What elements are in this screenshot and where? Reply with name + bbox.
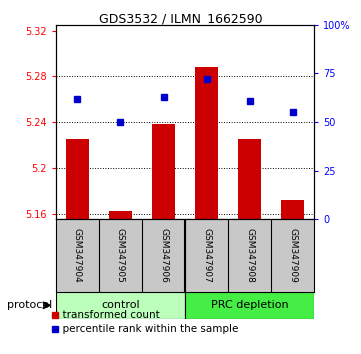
- Text: control: control: [101, 300, 140, 310]
- Text: GSM347909: GSM347909: [288, 228, 297, 283]
- Bar: [109, 211, 132, 219]
- Bar: [66, 139, 89, 219]
- Bar: [56, 292, 185, 319]
- Text: GDS3532 / ILMN_1662590: GDS3532 / ILMN_1662590: [99, 12, 262, 25]
- Text: GSM347908: GSM347908: [245, 228, 254, 283]
- Bar: [195, 67, 218, 219]
- Text: PRC depletion: PRC depletion: [211, 300, 288, 310]
- Bar: [185, 292, 314, 319]
- Text: GSM347907: GSM347907: [202, 228, 211, 283]
- Bar: [281, 200, 304, 219]
- Text: GSM347905: GSM347905: [116, 228, 125, 283]
- Bar: [152, 124, 175, 219]
- Bar: [238, 139, 261, 219]
- Text: transformed count: transformed count: [56, 310, 160, 320]
- Text: protocol: protocol: [7, 300, 52, 310]
- Text: GSM347904: GSM347904: [73, 228, 82, 283]
- Text: percentile rank within the sample: percentile rank within the sample: [56, 324, 238, 334]
- Text: GSM347906: GSM347906: [159, 228, 168, 283]
